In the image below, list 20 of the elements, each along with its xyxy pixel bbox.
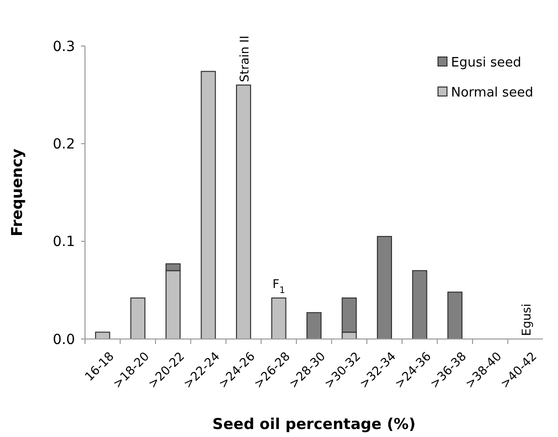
- y-tick-label: 0.1: [52, 234, 75, 250]
- annotation: F$_{1}$: [272, 276, 286, 296]
- annotation: Strain II: [238, 36, 252, 82]
- bar: [271, 297, 286, 340]
- y-tick-label: 0.0: [52, 332, 75, 348]
- bar: [447, 292, 462, 340]
- legend-label: Egusi seed: [451, 56, 522, 71]
- bar: [376, 236, 392, 340]
- bar: [95, 332, 110, 340]
- bar: [306, 312, 322, 340]
- bar: [200, 70, 216, 340]
- bar: [412, 270, 428, 340]
- bar: [236, 84, 252, 340]
- annotation: Egusi: [519, 304, 534, 336]
- legend-label: Normal seed: [451, 86, 534, 101]
- x-axis-title: Seed oil percentage (%): [212, 415, 416, 433]
- bar: [130, 297, 146, 340]
- y-axis-title: Frequency: [8, 148, 26, 236]
- y-tick-label: 0.2: [52, 136, 75, 153]
- y-tick-label: 0.3: [52, 38, 75, 55]
